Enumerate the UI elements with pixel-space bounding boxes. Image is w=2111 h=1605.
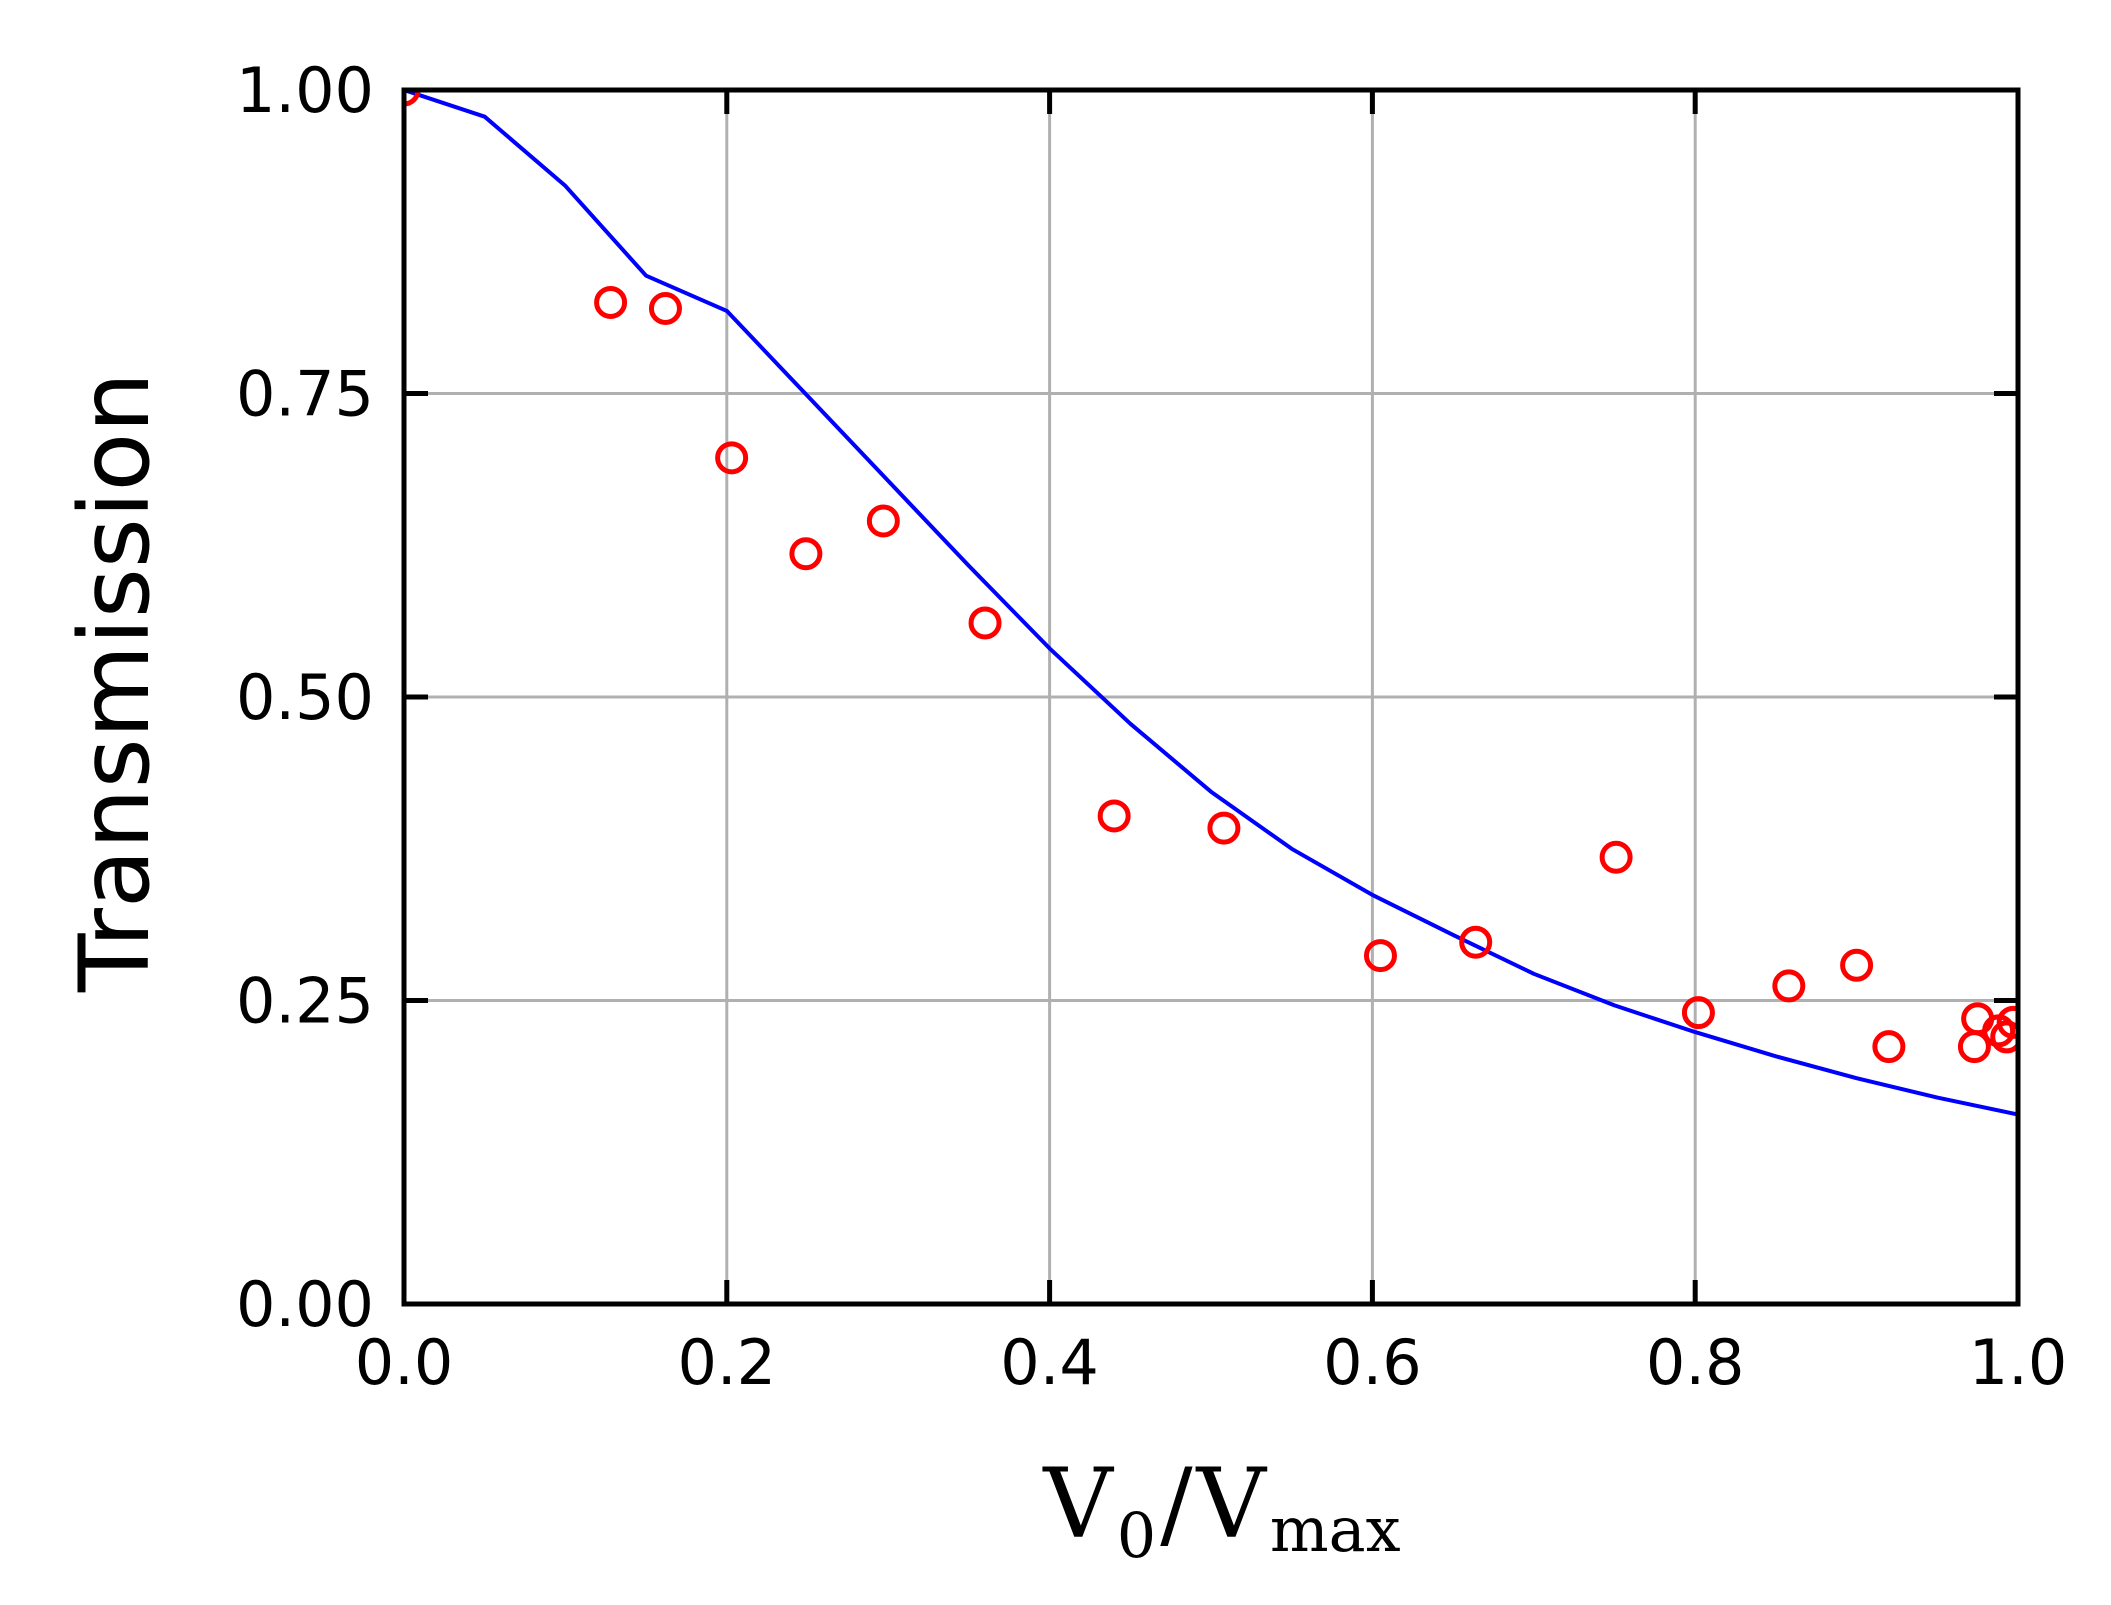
x-tick-label: 0.8 <box>1646 1326 1745 1399</box>
x-axis-label-v2: V <box>1196 1448 1268 1560</box>
data-point <box>1207 811 1241 845</box>
x-axis-label-sub1: max <box>1270 1493 1401 1566</box>
y-tick-label: 1.00 <box>236 54 374 127</box>
data-point <box>1772 969 1806 1003</box>
data-point <box>1459 925 1493 959</box>
data-point <box>1996 1005 2018 1039</box>
data-point <box>1840 948 1874 982</box>
ticks <box>401 87 2021 1307</box>
x-axis-label-v: V <box>1042 1448 1114 1560</box>
data-point <box>1097 799 1131 833</box>
x-axis-label: V 0 / V max <box>1042 1448 1400 1572</box>
data-point <box>715 441 749 475</box>
tick-labels: 0.0 0.2 0.4 0.6 0.8 1.0 0.00 0.25 0.50 0.75 1.00 <box>236 54 2067 1399</box>
x-tick-label: 1.0 <box>1969 1326 2068 1399</box>
y-tick-label: 0.25 <box>236 965 374 1038</box>
data-point <box>1961 1002 1995 1036</box>
y-tick-label: 0.75 <box>236 358 374 431</box>
data-point <box>1872 1030 1906 1064</box>
data-point <box>866 504 900 538</box>
data-point <box>1681 996 1715 1030</box>
grid <box>404 90 2018 1304</box>
points-layer <box>404 90 2018 1064</box>
data-point <box>1363 939 1397 973</box>
data-point <box>594 285 628 319</box>
data-point <box>1599 840 1633 874</box>
x-axis-label-sub0: 0 <box>1117 1499 1156 1572</box>
y-axis-label: Transmission <box>59 372 171 993</box>
data-point <box>1990 1020 2018 1054</box>
data-point <box>648 292 682 326</box>
data-point <box>968 606 1002 640</box>
y-tick-label: 0.00 <box>236 1268 374 1341</box>
x-tick-label: 0.2 <box>677 1326 776 1399</box>
data-point <box>789 537 823 571</box>
x-axis-label-slash: / <box>1160 1448 1193 1560</box>
fit-curve-line <box>404 90 2018 1117</box>
x-tick-label: 0.4 <box>1000 1326 1099 1399</box>
x-tick-label: 0.6 <box>1323 1326 1422 1399</box>
x-tick-label: 0.0 <box>355 1326 454 1399</box>
curve-layer <box>404 90 2018 1117</box>
y-tick-label: 0.50 <box>236 661 374 734</box>
